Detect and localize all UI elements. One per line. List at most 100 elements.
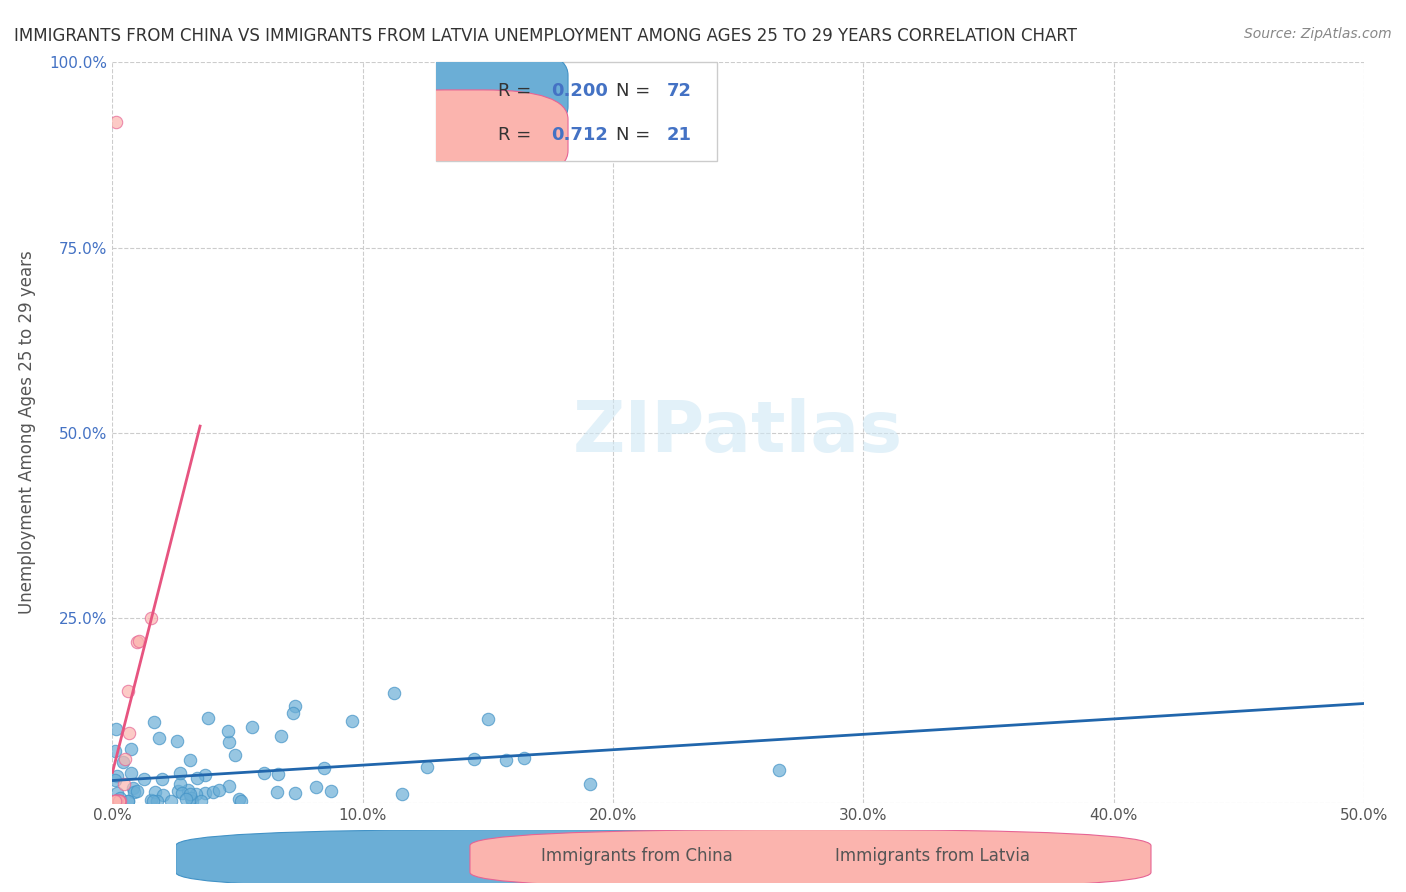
Immigrants from Latvia bbox=[104, 794, 127, 808]
Immigrants from Latvia bbox=[104, 794, 127, 808]
Immigrants from Latvia bbox=[108, 794, 131, 808]
Immigrants from Latvia bbox=[118, 726, 141, 740]
Immigrants from China bbox=[152, 788, 174, 802]
Immigrants from China bbox=[768, 764, 790, 778]
Immigrants from China bbox=[181, 794, 204, 808]
Text: N =: N = bbox=[616, 126, 655, 144]
Immigrants from China bbox=[117, 794, 139, 808]
Text: 21: 21 bbox=[666, 126, 692, 144]
Immigrants from China bbox=[150, 772, 173, 786]
Immigrants from China bbox=[218, 779, 240, 793]
Immigrants from China bbox=[104, 744, 127, 758]
Immigrants from China bbox=[218, 735, 240, 749]
Immigrants from China bbox=[112, 755, 135, 769]
Immigrants from China bbox=[284, 787, 307, 801]
Immigrants from China bbox=[340, 714, 363, 728]
Immigrants from China bbox=[176, 782, 198, 797]
Immigrants from China bbox=[194, 768, 217, 782]
Immigrants from China bbox=[104, 772, 127, 787]
Immigrants from China bbox=[179, 753, 201, 767]
Immigrants from Latvia bbox=[125, 635, 148, 649]
Immigrants from China bbox=[415, 760, 437, 774]
Immigrants from China bbox=[477, 712, 499, 726]
Immigrants from China bbox=[105, 786, 128, 800]
Immigrants from China bbox=[217, 723, 239, 738]
Immigrants from China bbox=[284, 699, 307, 714]
Immigrants from China bbox=[166, 784, 188, 798]
Immigrants from China bbox=[143, 715, 166, 730]
Immigrants from China bbox=[184, 788, 207, 802]
Immigrants from China bbox=[146, 794, 169, 808]
Immigrants from Latvia bbox=[139, 610, 162, 624]
Immigrants from China bbox=[108, 791, 131, 805]
Text: R =: R = bbox=[498, 126, 537, 144]
Text: ZIPatlas: ZIPatlas bbox=[574, 398, 903, 467]
FancyBboxPatch shape bbox=[436, 62, 717, 161]
Immigrants from Latvia bbox=[107, 794, 129, 808]
Immigrants from China bbox=[270, 729, 292, 743]
Immigrants from China bbox=[253, 766, 276, 780]
Immigrants from China bbox=[229, 794, 252, 808]
Immigrants from China bbox=[107, 794, 129, 808]
Immigrants from China bbox=[120, 766, 142, 780]
Text: IMMIGRANTS FROM CHINA VS IMMIGRANTS FROM LATVIA UNEMPLOYMENT AMONG AGES 25 TO 29: IMMIGRANTS FROM CHINA VS IMMIGRANTS FROM… bbox=[14, 27, 1077, 45]
Immigrants from China bbox=[180, 791, 202, 805]
Immigrants from China bbox=[105, 769, 128, 783]
FancyBboxPatch shape bbox=[360, 45, 568, 136]
Immigrants from Latvia bbox=[105, 794, 128, 808]
Immigrants from China bbox=[283, 706, 305, 721]
Immigrants from Latvia bbox=[114, 752, 136, 766]
Text: 0.200: 0.200 bbox=[551, 82, 607, 100]
Immigrants from China bbox=[314, 761, 336, 775]
Immigrants from China bbox=[208, 783, 231, 797]
Text: Source: ZipAtlas.com: Source: ZipAtlas.com bbox=[1244, 27, 1392, 41]
Immigrants from Latvia bbox=[104, 794, 127, 808]
Immigrants from China bbox=[132, 772, 155, 787]
Text: Immigrants from Latvia: Immigrants from Latvia bbox=[835, 847, 1031, 865]
Immigrants from China bbox=[143, 785, 166, 799]
Immigrants from China bbox=[512, 751, 534, 765]
Immigrants from China bbox=[194, 786, 217, 800]
Immigrants from China bbox=[266, 785, 288, 799]
Immigrants from China bbox=[169, 777, 191, 791]
Immigrants from China bbox=[228, 792, 250, 806]
Text: N =: N = bbox=[616, 82, 655, 100]
Immigrants from China bbox=[148, 731, 170, 745]
Immigrants from China bbox=[267, 767, 290, 781]
Immigrants from China bbox=[169, 766, 191, 780]
FancyBboxPatch shape bbox=[470, 830, 1152, 888]
Immigrants from China bbox=[170, 786, 193, 800]
Immigrants from China bbox=[104, 794, 127, 808]
Text: Immigrants from China: Immigrants from China bbox=[541, 847, 733, 865]
Immigrants from China bbox=[105, 723, 128, 737]
Immigrants from Latvia bbox=[108, 794, 131, 808]
Immigrants from China bbox=[391, 787, 413, 801]
Immigrants from China bbox=[382, 686, 405, 700]
FancyBboxPatch shape bbox=[360, 90, 568, 180]
Immigrants from China bbox=[166, 734, 188, 748]
Immigrants from Latvia bbox=[105, 114, 128, 128]
Immigrants from China bbox=[120, 742, 142, 756]
Immigrants from Latvia bbox=[128, 633, 150, 648]
Text: 72: 72 bbox=[666, 82, 692, 100]
Immigrants from China bbox=[305, 780, 328, 794]
Immigrants from China bbox=[579, 777, 602, 791]
Immigrants from Latvia bbox=[110, 794, 132, 808]
Y-axis label: Unemployment Among Ages 25 to 29 years: Unemployment Among Ages 25 to 29 years bbox=[18, 251, 35, 615]
Immigrants from China bbox=[201, 785, 224, 799]
Immigrants from China bbox=[319, 784, 342, 798]
Immigrants from China bbox=[179, 787, 201, 801]
Immigrants from China bbox=[174, 792, 197, 806]
Immigrants from China bbox=[224, 747, 246, 762]
Immigrants from China bbox=[117, 794, 139, 808]
Immigrants from China bbox=[240, 720, 263, 734]
Immigrants from China bbox=[495, 753, 517, 767]
Immigrants from China bbox=[463, 751, 485, 765]
Immigrants from China bbox=[190, 794, 212, 808]
Immigrants from China bbox=[124, 785, 146, 799]
Immigrants from China bbox=[160, 794, 183, 808]
Immigrants from Latvia bbox=[117, 684, 139, 698]
Immigrants from Latvia bbox=[104, 794, 127, 808]
Immigrants from China bbox=[122, 781, 145, 796]
Text: 0.712: 0.712 bbox=[551, 126, 607, 144]
